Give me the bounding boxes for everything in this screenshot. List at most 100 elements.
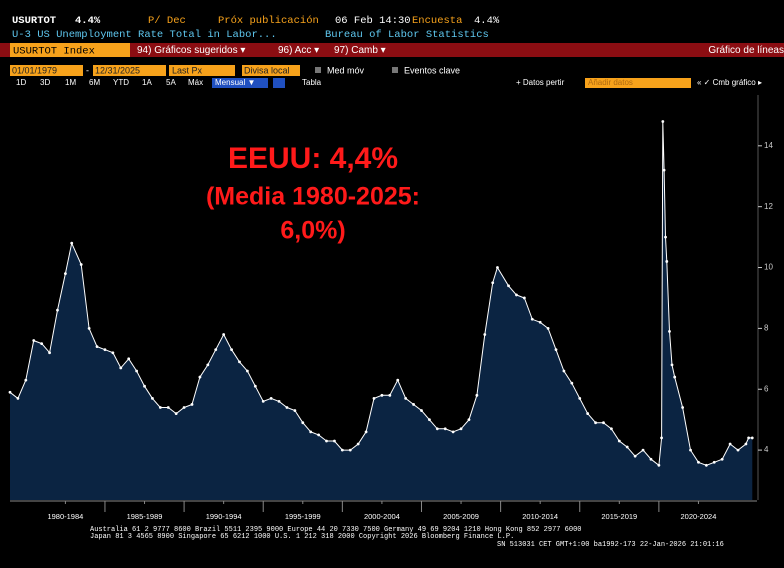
point <box>309 430 313 434</box>
add-more[interactable]: + Datos pertir <box>516 78 565 87</box>
date-box[interactable] <box>10 65 83 76</box>
change-chart[interactable]: « ✓ Cmb gráfico ▸ <box>697 78 762 87</box>
survey-label: Encuesta <box>412 15 462 27</box>
table-button[interactable]: Tabla <box>302 78 322 87</box>
range-button[interactable]: 6M <box>89 78 100 87</box>
checkbox[interactable] <box>392 67 398 73</box>
x-tick-label: 2020-2024 <box>681 512 717 521</box>
point <box>657 463 661 467</box>
point <box>340 448 344 452</box>
last-value: 4.4% <box>75 15 101 27</box>
frequency-box[interactable] <box>212 78 268 88</box>
point <box>661 120 665 123</box>
moving-average[interactable]: Med móv <box>327 65 365 75</box>
point <box>507 284 510 288</box>
point <box>24 378 28 382</box>
point <box>356 442 360 446</box>
menu[interactable]: 97) Camb ▾ <box>334 45 386 56</box>
point <box>230 348 233 352</box>
point <box>70 241 74 245</box>
chart-kind[interactable]: Gráfico de líneas <box>708 45 784 56</box>
checkbox[interactable] <box>315 67 321 73</box>
start-date[interactable]: 01/01/1979 <box>12 65 57 75</box>
point <box>412 403 415 406</box>
currency[interactable]: Divisa local <box>244 65 290 75</box>
range-button[interactable]: 1D <box>16 78 26 87</box>
point <box>245 369 249 373</box>
add-data-box[interactable] <box>585 78 691 88</box>
field[interactable]: Last Px <box>172 65 203 75</box>
annotation: EEUU: 4,4% <box>228 142 398 175</box>
period: P/ Dec <box>148 15 186 27</box>
range-button[interactable]: 1M <box>65 78 76 87</box>
footer-line: Japan 81 3 4565 8900 Singapore 65 6212 1… <box>90 533 514 541</box>
menu[interactable]: 96) Acc ▾ <box>278 45 319 56</box>
point <box>119 366 123 370</box>
point <box>143 384 146 388</box>
point <box>649 457 653 461</box>
security-box[interactable] <box>10 43 130 57</box>
point <box>578 396 582 400</box>
point <box>483 333 487 336</box>
point <box>522 296 526 300</box>
currency-box[interactable] <box>242 65 300 76</box>
chart-icon[interactable] <box>273 78 285 88</box>
next-label: Próx publicación <box>218 15 319 27</box>
point <box>317 433 321 437</box>
point <box>151 396 154 400</box>
point <box>665 260 669 263</box>
dash: - <box>86 65 89 75</box>
header: USURTOT 4.4% P/ Dec Próx publicación 06 … <box>12 15 500 41</box>
range-button[interactable]: 1A <box>142 78 152 87</box>
annotation: 6,0%) <box>280 217 345 245</box>
toolbar-bar <box>0 43 784 57</box>
line <box>9 121 753 467</box>
menu[interactable]: 94) Gráficos sugeridos ▾ <box>137 45 245 56</box>
point <box>372 396 376 400</box>
point <box>16 396 20 400</box>
point <box>662 168 666 172</box>
point <box>325 439 328 443</box>
x-tick-label: 1990-1994 <box>206 512 242 521</box>
point <box>538 320 542 324</box>
date-box[interactable] <box>93 65 166 76</box>
frequency[interactable]: Mensual ▼ <box>215 78 255 87</box>
point <box>40 342 44 345</box>
footer-line: Australia 61 2 9777 8600 Brazil 5511 239… <box>90 526 581 534</box>
x-tick-label: 1985-1989 <box>127 512 163 521</box>
end-date[interactable]: 12/31/2025 <box>95 65 140 75</box>
point <box>380 393 384 397</box>
point <box>530 317 534 321</box>
point <box>689 448 692 452</box>
point <box>697 460 700 464</box>
point <box>625 445 629 449</box>
point <box>48 351 51 355</box>
x-tick-label: 1995-1999 <box>285 512 321 521</box>
x-tick-label: 2015-2019 <box>601 512 637 521</box>
point <box>451 430 455 434</box>
source: Bureau of Labor Statistics <box>325 29 489 41</box>
add-data[interactable]: Añadir datos <box>588 78 633 87</box>
point <box>586 412 590 415</box>
range-button[interactable]: 3D <box>40 78 50 87</box>
plot: 4 6 8 10 12 14 1980-1984 1985-1989 1990-1994 1995… <box>8 95 773 521</box>
point <box>222 333 226 336</box>
point <box>404 396 408 400</box>
point <box>293 409 297 412</box>
point <box>238 360 241 364</box>
range-button[interactable]: Máx <box>188 78 203 87</box>
range-button[interactable]: 5A <box>166 78 176 87</box>
point <box>633 454 637 458</box>
survey: 4.4% <box>474 15 500 27</box>
security[interactable]: USURTOT Index <box>13 45 95 57</box>
point <box>333 439 336 443</box>
y-tick-label: 10 <box>764 263 773 272</box>
events[interactable]: Eventos clave <box>404 65 460 75</box>
point <box>182 406 186 409</box>
range-button[interactable]: YTD <box>113 78 129 87</box>
point <box>570 381 574 385</box>
point <box>491 281 495 285</box>
field-box[interactable] <box>169 65 235 76</box>
point <box>496 266 499 269</box>
